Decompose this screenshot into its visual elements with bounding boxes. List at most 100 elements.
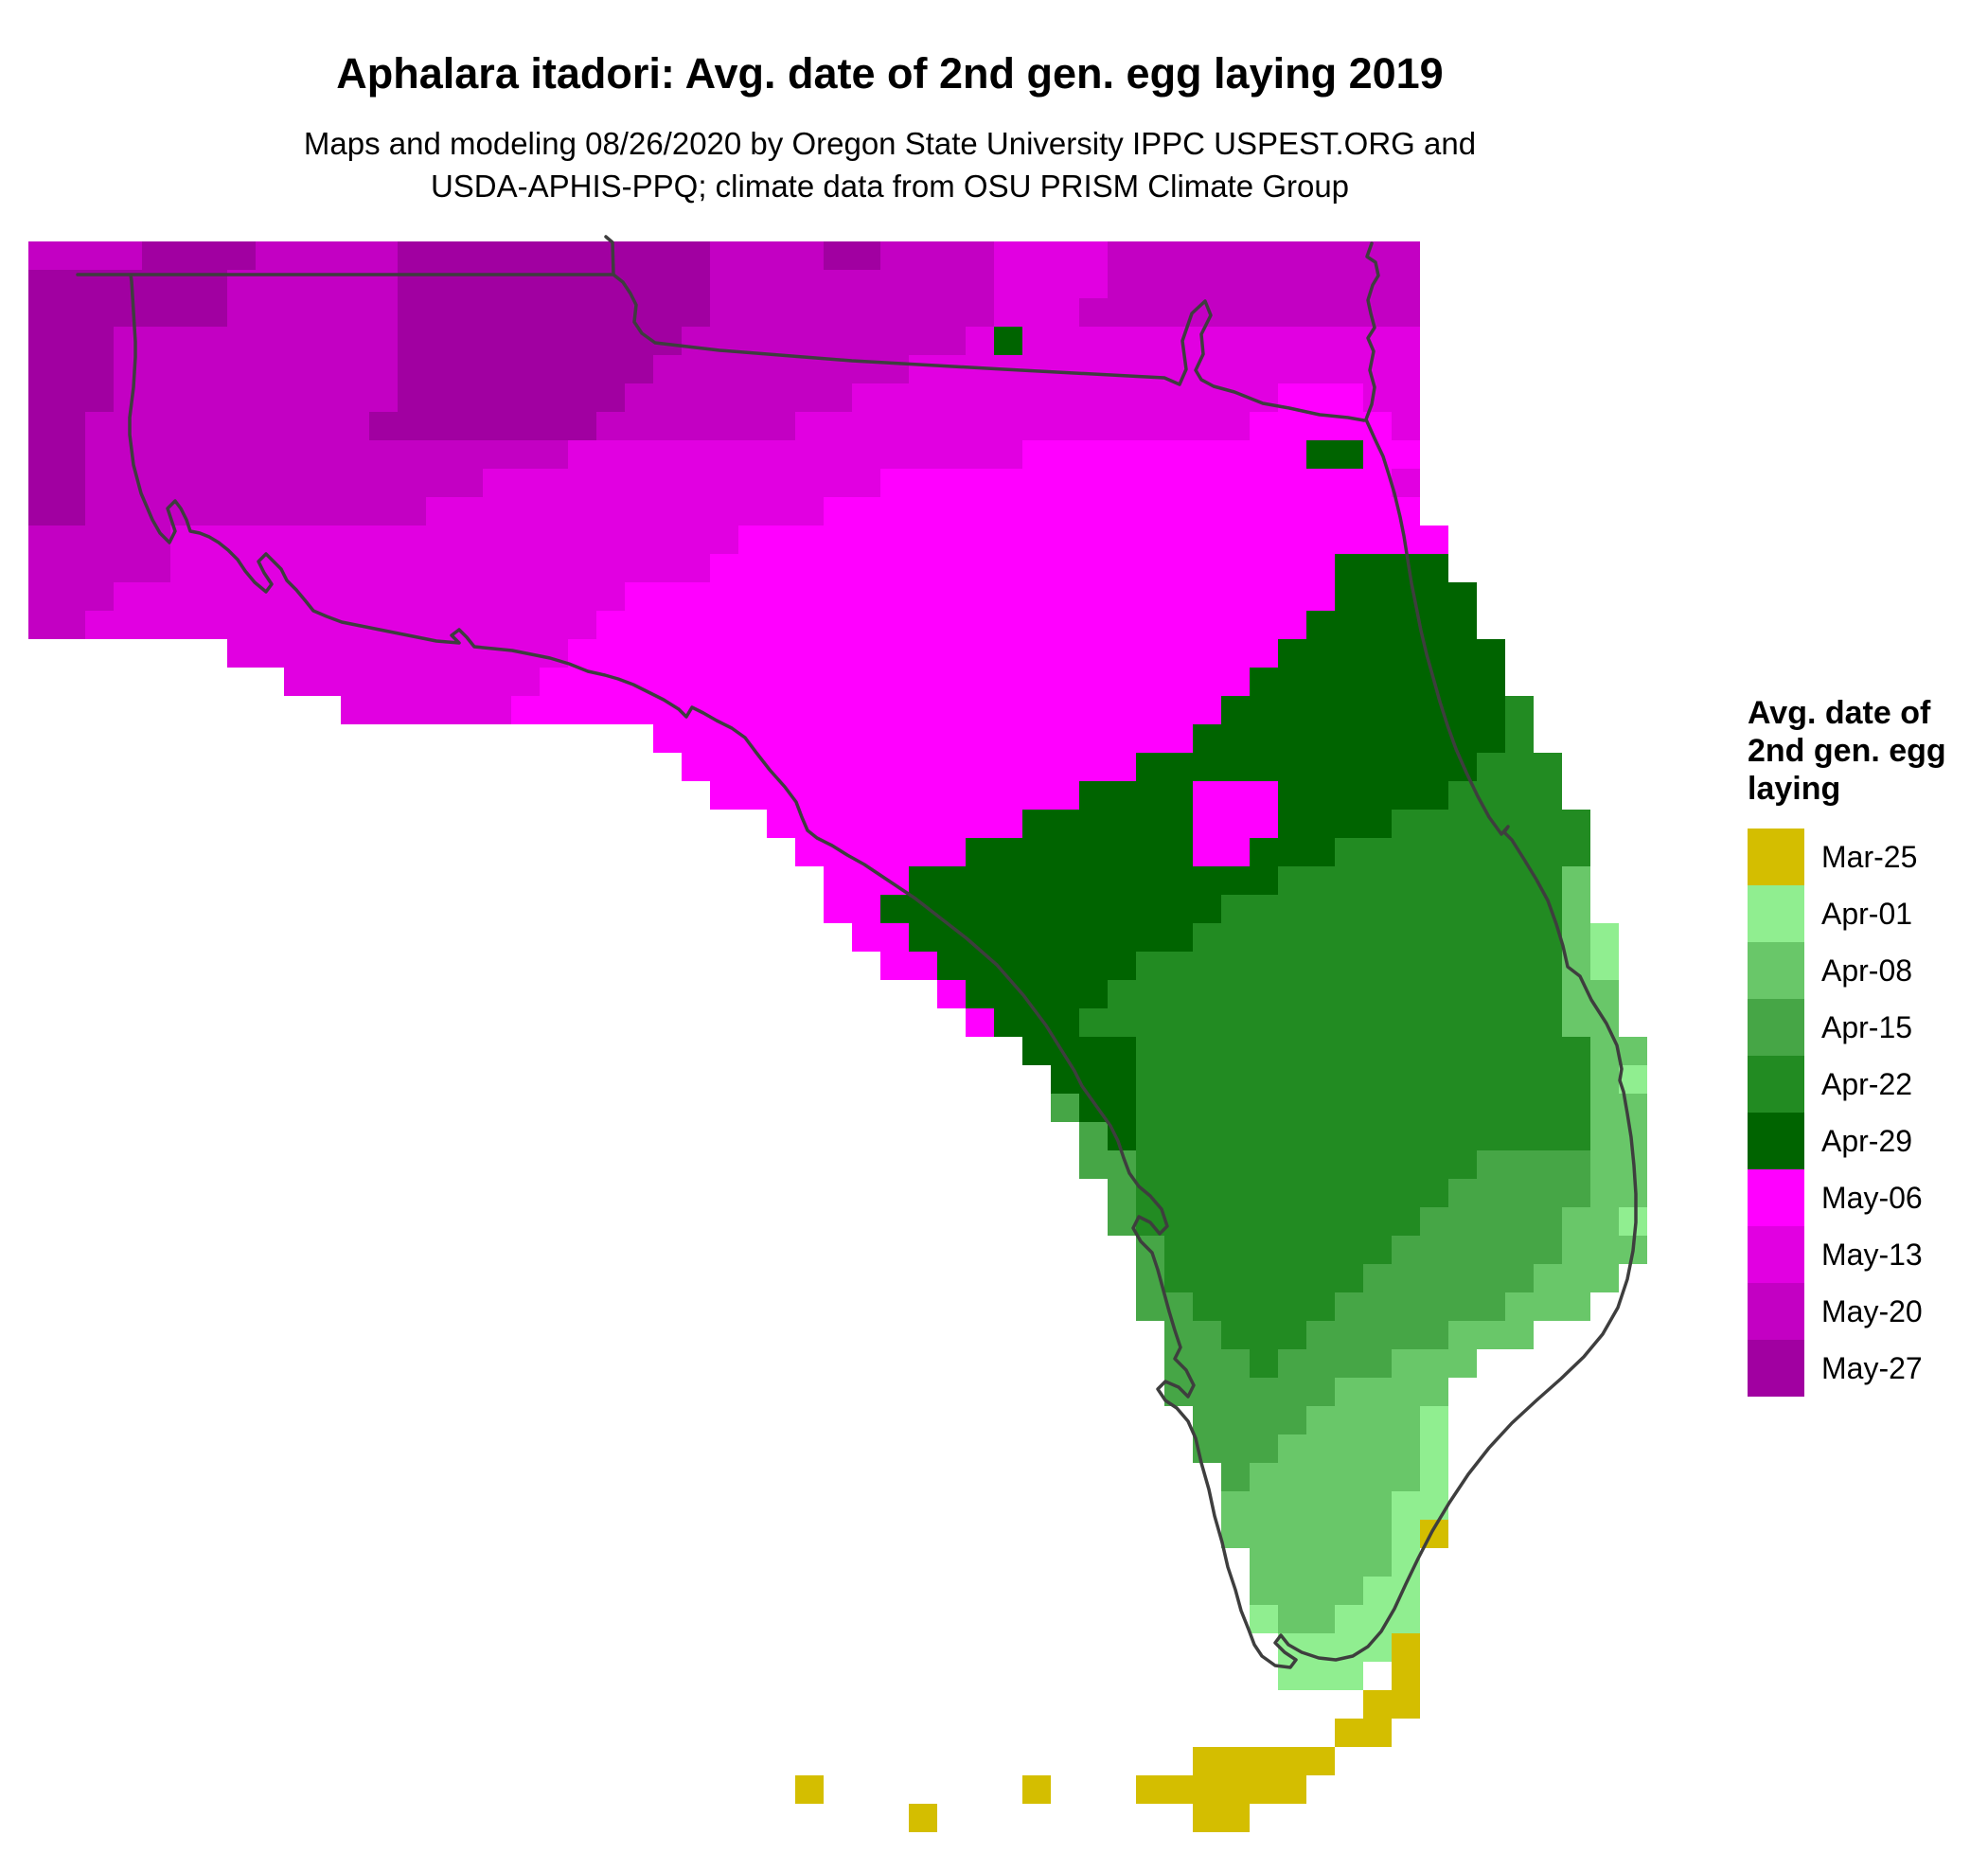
raster-cell — [767, 440, 795, 469]
raster-cell — [596, 383, 625, 412]
raster-cell — [1363, 1406, 1392, 1434]
raster-cell — [1335, 980, 1363, 1008]
raster-cell — [1278, 1434, 1306, 1463]
raster-cell — [1505, 696, 1534, 724]
raster-cell — [1193, 724, 1221, 753]
raster-cell — [170, 554, 199, 582]
raster-cell — [1051, 327, 1079, 355]
raster-cell — [1505, 810, 1534, 838]
raster-cell — [625, 241, 653, 270]
raster-cell — [937, 440, 966, 469]
raster-cell — [1420, 1236, 1448, 1264]
raster-cell — [1136, 497, 1164, 526]
raster-cell — [1278, 980, 1306, 1008]
raster-cell — [483, 526, 511, 554]
raster-cell — [1477, 866, 1505, 895]
raster-cell — [1136, 298, 1164, 327]
raster-cell — [1562, 810, 1590, 838]
raster-cell — [1590, 1207, 1619, 1236]
raster-cell — [1335, 241, 1363, 270]
raster-cell — [909, 440, 937, 469]
raster-cell — [1108, 1037, 1136, 1065]
raster-cell — [1562, 1207, 1590, 1236]
raster-cell — [142, 355, 170, 383]
raster-cell — [1505, 1008, 1534, 1037]
raster-cell — [1306, 1747, 1335, 1775]
raster-cell — [1335, 923, 1363, 952]
raster-cell — [909, 895, 937, 923]
raster-cell — [1136, 1094, 1164, 1122]
raster-cell — [1363, 1065, 1392, 1094]
raster-cell — [738, 383, 767, 412]
raster-cell — [1448, 866, 1477, 895]
raster-cell — [1164, 270, 1193, 298]
raster-cell — [937, 724, 966, 753]
raster-cell — [1306, 1179, 1335, 1207]
raster-cell — [1221, 1747, 1250, 1775]
raster-cell — [540, 469, 568, 497]
raster-cell — [426, 611, 454, 639]
raster-cell — [710, 355, 738, 383]
raster-cell — [994, 724, 1022, 753]
raster-cell — [1136, 980, 1164, 1008]
raster-cell — [1108, 611, 1136, 639]
raster-cell — [596, 440, 625, 469]
raster-cell — [1250, 724, 1278, 753]
raster-cell — [1136, 724, 1164, 753]
raster-cell — [1505, 1094, 1534, 1122]
raster-cell — [199, 383, 227, 412]
raster-cell — [937, 611, 966, 639]
raster-cell — [57, 412, 85, 440]
raster-cell — [1363, 1378, 1392, 1406]
raster-cell — [540, 241, 568, 270]
raster-cell — [1051, 810, 1079, 838]
raster-cell — [1022, 952, 1051, 980]
raster-cell — [1335, 781, 1363, 810]
map-subtitle-line1: Maps and modeling 08/26/2020 by Oregon S… — [303, 126, 1477, 161]
raster-cell — [795, 753, 824, 781]
raster-cell — [1392, 1236, 1420, 1264]
raster-cell — [1079, 838, 1108, 866]
raster-cell — [824, 753, 852, 781]
raster-cell — [1079, 611, 1108, 639]
raster-cell — [1079, 497, 1108, 526]
raster-cell — [1420, 1463, 1448, 1491]
raster-cell — [852, 327, 880, 355]
raster-cell — [1250, 241, 1278, 270]
raster-cell — [1363, 1207, 1392, 1236]
raster-cell — [1164, 1094, 1193, 1122]
raster-cell — [1363, 611, 1392, 639]
raster-cell — [511, 298, 540, 327]
raster-cell — [1250, 270, 1278, 298]
raster-cell — [1363, 1520, 1392, 1548]
raster-cell — [653, 526, 682, 554]
raster-cell — [1278, 781, 1306, 810]
raster-cell — [909, 810, 937, 838]
raster-cell — [312, 383, 341, 412]
raster-cell — [1193, 1804, 1221, 1832]
raster-cell — [1562, 866, 1590, 895]
raster-cell — [880, 383, 909, 412]
raster-cell — [1392, 980, 1420, 1008]
raster-cell — [1306, 1122, 1335, 1150]
raster-cell — [398, 412, 426, 440]
raster-cell — [57, 554, 85, 582]
raster-cell — [1335, 1150, 1363, 1179]
raster-cell — [994, 554, 1022, 582]
raster-cell — [966, 270, 994, 298]
raster-cell — [1164, 923, 1193, 952]
raster-cell — [1193, 327, 1221, 355]
raster-cell — [369, 611, 398, 639]
legend-item: May-06 — [1748, 1169, 1984, 1227]
raster-cell — [1335, 1008, 1363, 1037]
raster-cell — [85, 241, 114, 270]
raster-cell — [1108, 526, 1136, 554]
raster-cell — [767, 554, 795, 582]
raster-cell — [909, 838, 937, 866]
legend-title: Avg. date of 2nd gen. egg laying — [1748, 695, 1946, 808]
raster-cell — [1108, 1008, 1136, 1037]
legend-item: Apr-15 — [1748, 999, 1984, 1057]
raster-cell — [795, 696, 824, 724]
raster-cell — [341, 298, 369, 327]
raster-cell — [824, 554, 852, 582]
